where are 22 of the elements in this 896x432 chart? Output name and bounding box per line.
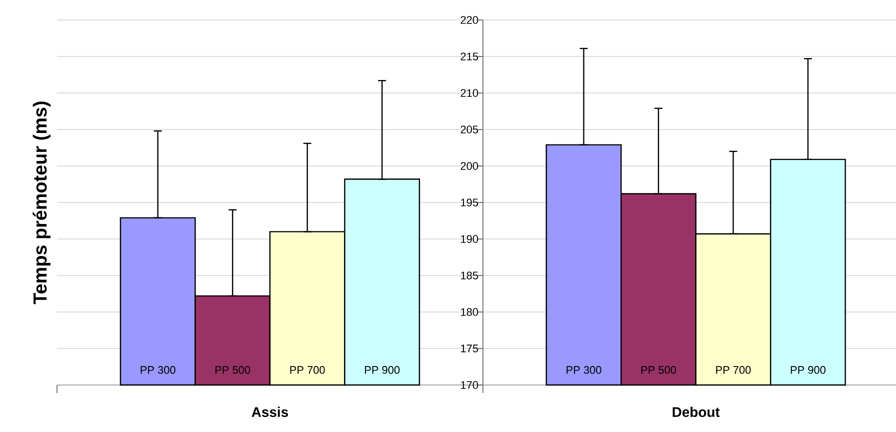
text: PP 500 [641, 366, 676, 374]
text: PP 300 [566, 366, 602, 374]
y-axis-title: Temps prémoteur (ms) [32, 102, 50, 304]
y-tick-label: 220 [460, 16, 478, 24]
y-tick-label: 190 [461, 235, 478, 243]
x-tick-label: Assis [252, 406, 288, 418]
series-label: PP 500 [216, 366, 250, 374]
y-tick-label: 170 [461, 381, 478, 389]
y-tick-label: 175 [461, 344, 478, 352]
text: PP 900 [790, 366, 826, 374]
y-tick-label: 210 [460, 89, 478, 97]
series-label: PP 700 [290, 366, 325, 374]
y-tick-label: 200 [460, 162, 478, 170]
y-tick-label: 205 [460, 126, 478, 134]
y-tick-label: 185 [461, 272, 478, 280]
y-tick-label: 180 [461, 308, 478, 316]
text: PP 700 [716, 366, 751, 374]
series-label: PP 900 [364, 366, 400, 374]
x-tick-label: Debout [672, 406, 720, 418]
y-tick-label: 195 [461, 198, 478, 206]
y-tick-label: 215 [460, 52, 478, 60]
series-label: PP 300 [140, 366, 176, 374]
